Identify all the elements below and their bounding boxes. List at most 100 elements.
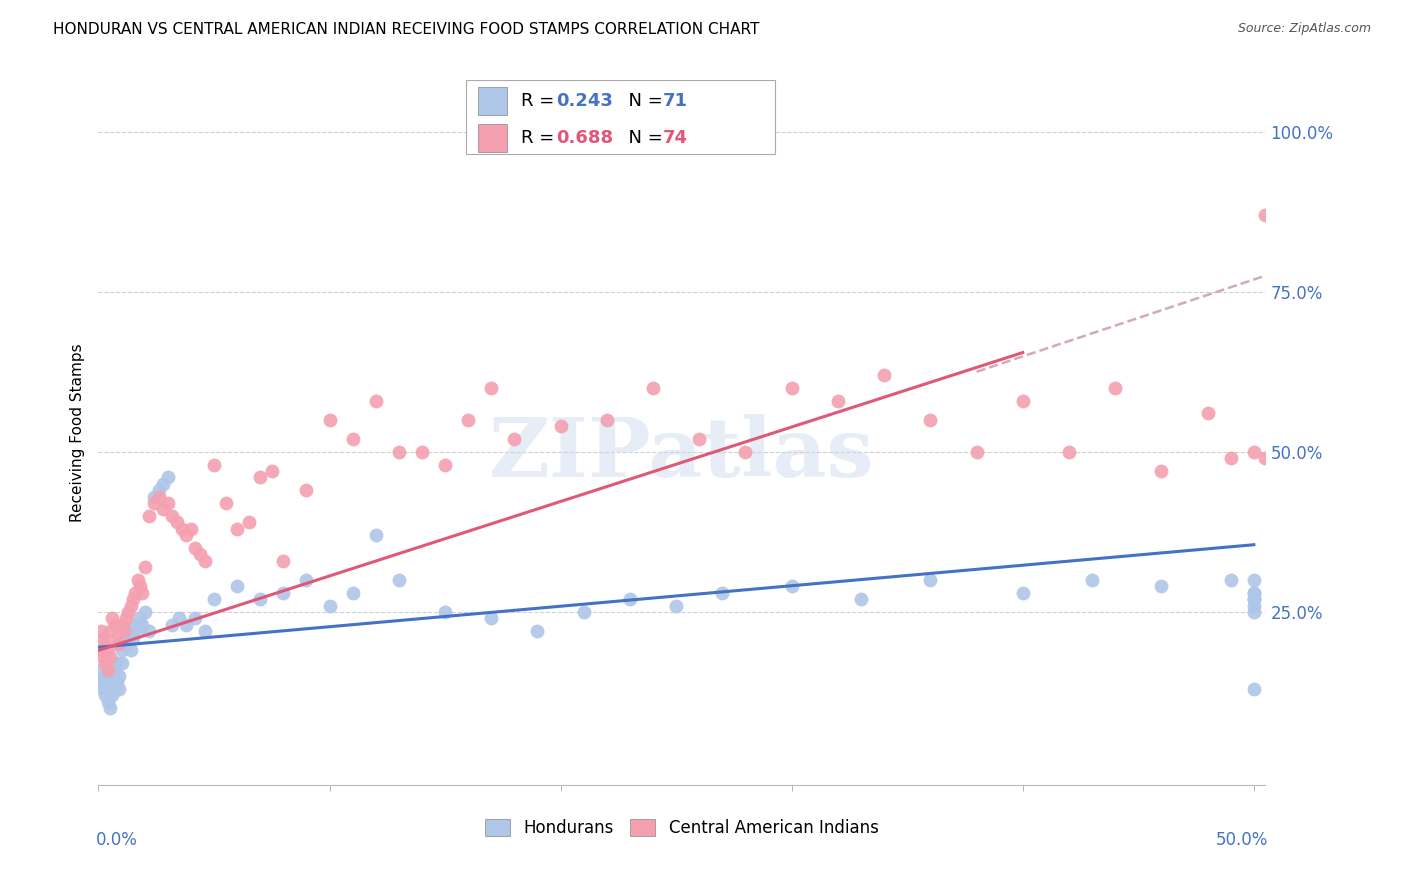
Text: 74: 74: [664, 129, 689, 147]
Point: [920, 413, 942, 427]
Point: [1254, 208, 1277, 222]
Point: [169, 611, 191, 625]
Point: [110, 617, 132, 632]
Point: [688, 432, 710, 446]
Point: [91, 669, 114, 683]
Point: [101, 688, 124, 702]
Point: [457, 413, 479, 427]
Point: [479, 611, 502, 625]
Point: [238, 516, 260, 530]
Point: [619, 592, 641, 607]
Point: [152, 476, 174, 491]
Point: [194, 624, 217, 639]
Text: HONDURAN VS CENTRAL AMERICAN INDIAN RECEIVING FOOD STAMPS CORRELATION CHART: HONDURAN VS CENTRAL AMERICAN INDIAN RECE…: [53, 22, 759, 37]
Point: [105, 657, 128, 671]
Point: [1243, 445, 1265, 459]
Point: [129, 611, 152, 625]
Point: [342, 432, 364, 446]
Point: [780, 579, 803, 593]
Bar: [478, 87, 508, 115]
Point: [1011, 393, 1033, 408]
Point: [1011, 586, 1033, 600]
Text: N =: N =: [617, 129, 668, 147]
Point: [120, 599, 142, 613]
Point: [127, 624, 149, 639]
Point: [1243, 681, 1265, 696]
Point: [127, 573, 149, 587]
Point: [174, 528, 197, 542]
Point: [97, 669, 120, 683]
Point: [920, 573, 942, 587]
Point: [295, 483, 318, 498]
Point: [94, 675, 117, 690]
Point: [120, 643, 142, 657]
Point: [1057, 445, 1080, 459]
Point: [1219, 573, 1241, 587]
Point: [101, 675, 124, 690]
Point: [97, 643, 120, 657]
Point: [1243, 592, 1265, 607]
FancyBboxPatch shape: [465, 80, 775, 154]
Point: [1243, 586, 1265, 600]
Point: [1254, 451, 1277, 466]
Point: [434, 458, 457, 472]
Point: [108, 669, 131, 683]
Point: [1219, 451, 1241, 466]
Point: [596, 413, 619, 427]
Point: [550, 419, 572, 434]
Point: [108, 681, 131, 696]
Y-axis label: Receiving Food Stamps: Receiving Food Stamps: [69, 343, 84, 522]
Point: [503, 432, 526, 446]
Point: [138, 508, 160, 523]
Point: [1081, 573, 1104, 587]
Point: [156, 496, 179, 510]
Point: [104, 617, 127, 632]
Point: [1197, 406, 1219, 420]
Point: [110, 643, 132, 657]
Point: [162, 617, 184, 632]
Point: [97, 695, 120, 709]
Point: [122, 592, 145, 607]
Point: [665, 599, 688, 613]
Point: [342, 586, 364, 600]
Point: [91, 649, 114, 664]
Point: [780, 381, 803, 395]
Point: [98, 649, 121, 664]
Point: [479, 381, 502, 395]
Point: [148, 483, 170, 498]
Point: [1243, 599, 1265, 613]
Point: [124, 617, 146, 632]
Text: 50.0%: 50.0%: [1215, 830, 1268, 849]
Point: [184, 611, 207, 625]
Point: [105, 675, 128, 690]
Point: [152, 502, 174, 516]
Point: [873, 368, 896, 382]
Point: [966, 445, 988, 459]
Point: [91, 681, 114, 696]
Point: [226, 579, 249, 593]
Point: [131, 617, 153, 632]
Point: [104, 663, 127, 677]
Point: [1243, 573, 1265, 587]
Text: 0.243: 0.243: [555, 92, 613, 110]
Point: [97, 663, 120, 677]
Text: N =: N =: [617, 92, 668, 110]
Point: [249, 592, 271, 607]
Point: [166, 516, 188, 530]
Point: [170, 522, 193, 536]
Point: [827, 393, 849, 408]
Point: [90, 643, 112, 657]
Point: [142, 490, 165, 504]
Point: [295, 573, 318, 587]
Point: [1104, 381, 1126, 395]
Point: [849, 592, 872, 607]
Point: [1243, 586, 1265, 600]
Point: [318, 413, 340, 427]
Point: [98, 624, 121, 639]
Text: Source: ZipAtlas.com: Source: ZipAtlas.com: [1237, 22, 1371, 36]
Point: [411, 445, 433, 459]
Point: [249, 470, 271, 484]
Point: [134, 605, 156, 619]
Point: [117, 624, 139, 639]
Point: [364, 528, 387, 542]
